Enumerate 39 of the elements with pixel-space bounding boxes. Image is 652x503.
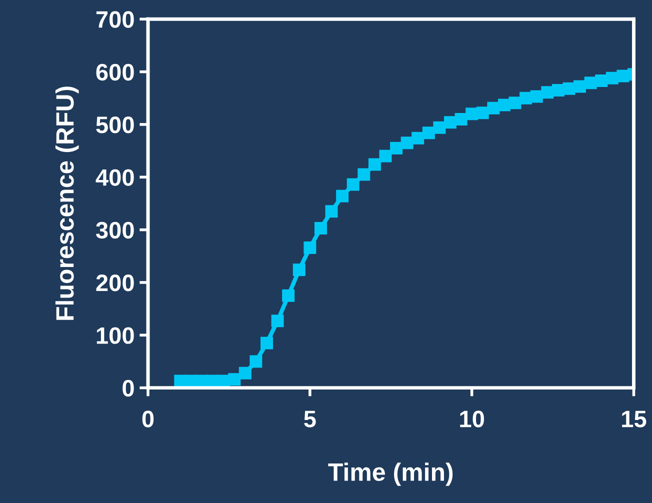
point — [292, 264, 306, 276]
y-tick-label: 600 — [96, 64, 134, 81]
point — [346, 178, 360, 191]
x-tick-label: 0 — [142, 410, 154, 428]
point — [358, 168, 370, 181]
point — [368, 158, 381, 171]
point — [487, 102, 500, 114]
y-tick-label: 500 — [96, 116, 134, 134]
y-tick-label: 0 — [122, 380, 134, 397]
point — [271, 314, 284, 328]
y-tick-label: 200 — [96, 274, 134, 292]
x-tick-label: 10 — [460, 410, 484, 428]
x-axis-title: Time (min) — [328, 462, 453, 486]
x-tick-label: 15 — [622, 410, 646, 428]
point — [574, 80, 586, 93]
point — [379, 150, 392, 162]
point — [336, 190, 349, 202]
point — [228, 373, 241, 386]
point — [433, 121, 446, 134]
point — [444, 116, 456, 129]
point — [422, 126, 435, 140]
point — [282, 289, 295, 302]
y-tick-label: 300 — [96, 222, 134, 239]
y-tick-label: 700 — [96, 11, 134, 28]
point — [238, 366, 252, 380]
point — [595, 74, 608, 87]
point — [412, 132, 424, 144]
point — [454, 112, 468, 126]
point — [304, 241, 316, 254]
y-axis-title: Fluorescence (RFU) — [55, 86, 79, 320]
x-tick-label: 5 — [304, 410, 316, 428]
y-tick-label: 100 — [96, 327, 134, 344]
y-tick-label: 400 — [96, 169, 134, 186]
point — [260, 336, 273, 350]
point — [508, 96, 522, 110]
point — [314, 222, 327, 234]
point — [390, 142, 403, 154]
point — [250, 355, 262, 368]
point — [325, 205, 338, 218]
